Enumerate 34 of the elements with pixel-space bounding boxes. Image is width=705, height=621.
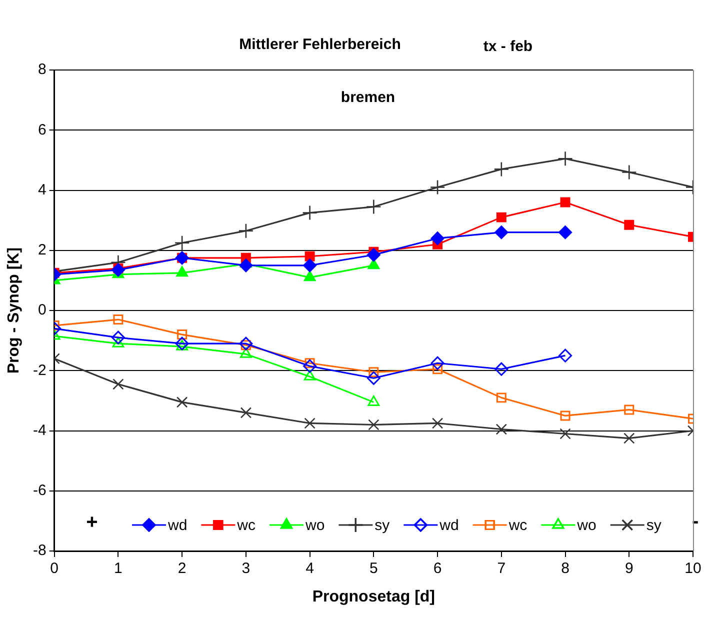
legend-label: wd [166, 517, 188, 534]
x-tick-label: 10 [684, 560, 702, 578]
legend-label: wo [576, 517, 596, 534]
legend-label: wc [508, 517, 528, 534]
x-tick-label: 2 [178, 560, 186, 578]
y-tick-label: 4 [38, 181, 46, 198]
annotation: + [86, 512, 98, 534]
y-tick-label: 2 [38, 242, 46, 259]
x-tick-label: 3 [242, 560, 250, 578]
legend-label: sy [646, 517, 662, 534]
x-tick-label: 0 [50, 560, 59, 578]
y-tick-label: 6 [38, 121, 46, 138]
x-tick-label: 4 [306, 560, 314, 578]
text: bremen [340, 89, 396, 106]
legend-label: sy [374, 517, 390, 534]
y-tick-label: 0 [38, 302, 46, 319]
x-tick-label: 1 [114, 560, 122, 578]
chart-title: Mittlerer Fehlerbereich [239, 36, 401, 54]
y-tick-label: -8 [32, 542, 46, 560]
y-tick-label: -4 [32, 422, 46, 439]
x-axis-title: Prognosetag [d] [312, 588, 436, 606]
x-tick-label: 8 [561, 560, 570, 578]
y-axis-title: Prog - Synop [K] [5, 247, 22, 374]
x-tick-label: 5 [369, 560, 378, 578]
y-tick-label: -2 [32, 362, 46, 379]
y-tick-label: -6 [32, 482, 46, 500]
text: tx - feb [483, 38, 533, 56]
x-tick-label: 9 [624, 560, 634, 578]
y-tick-label: 8 [38, 61, 46, 78]
legend-label: wc [236, 517, 256, 534]
x-tick-label: 7 [497, 560, 506, 578]
x-tick-label: 6 [433, 560, 442, 578]
legend-label: wd [438, 517, 459, 534]
legend-label: wo [304, 517, 325, 534]
